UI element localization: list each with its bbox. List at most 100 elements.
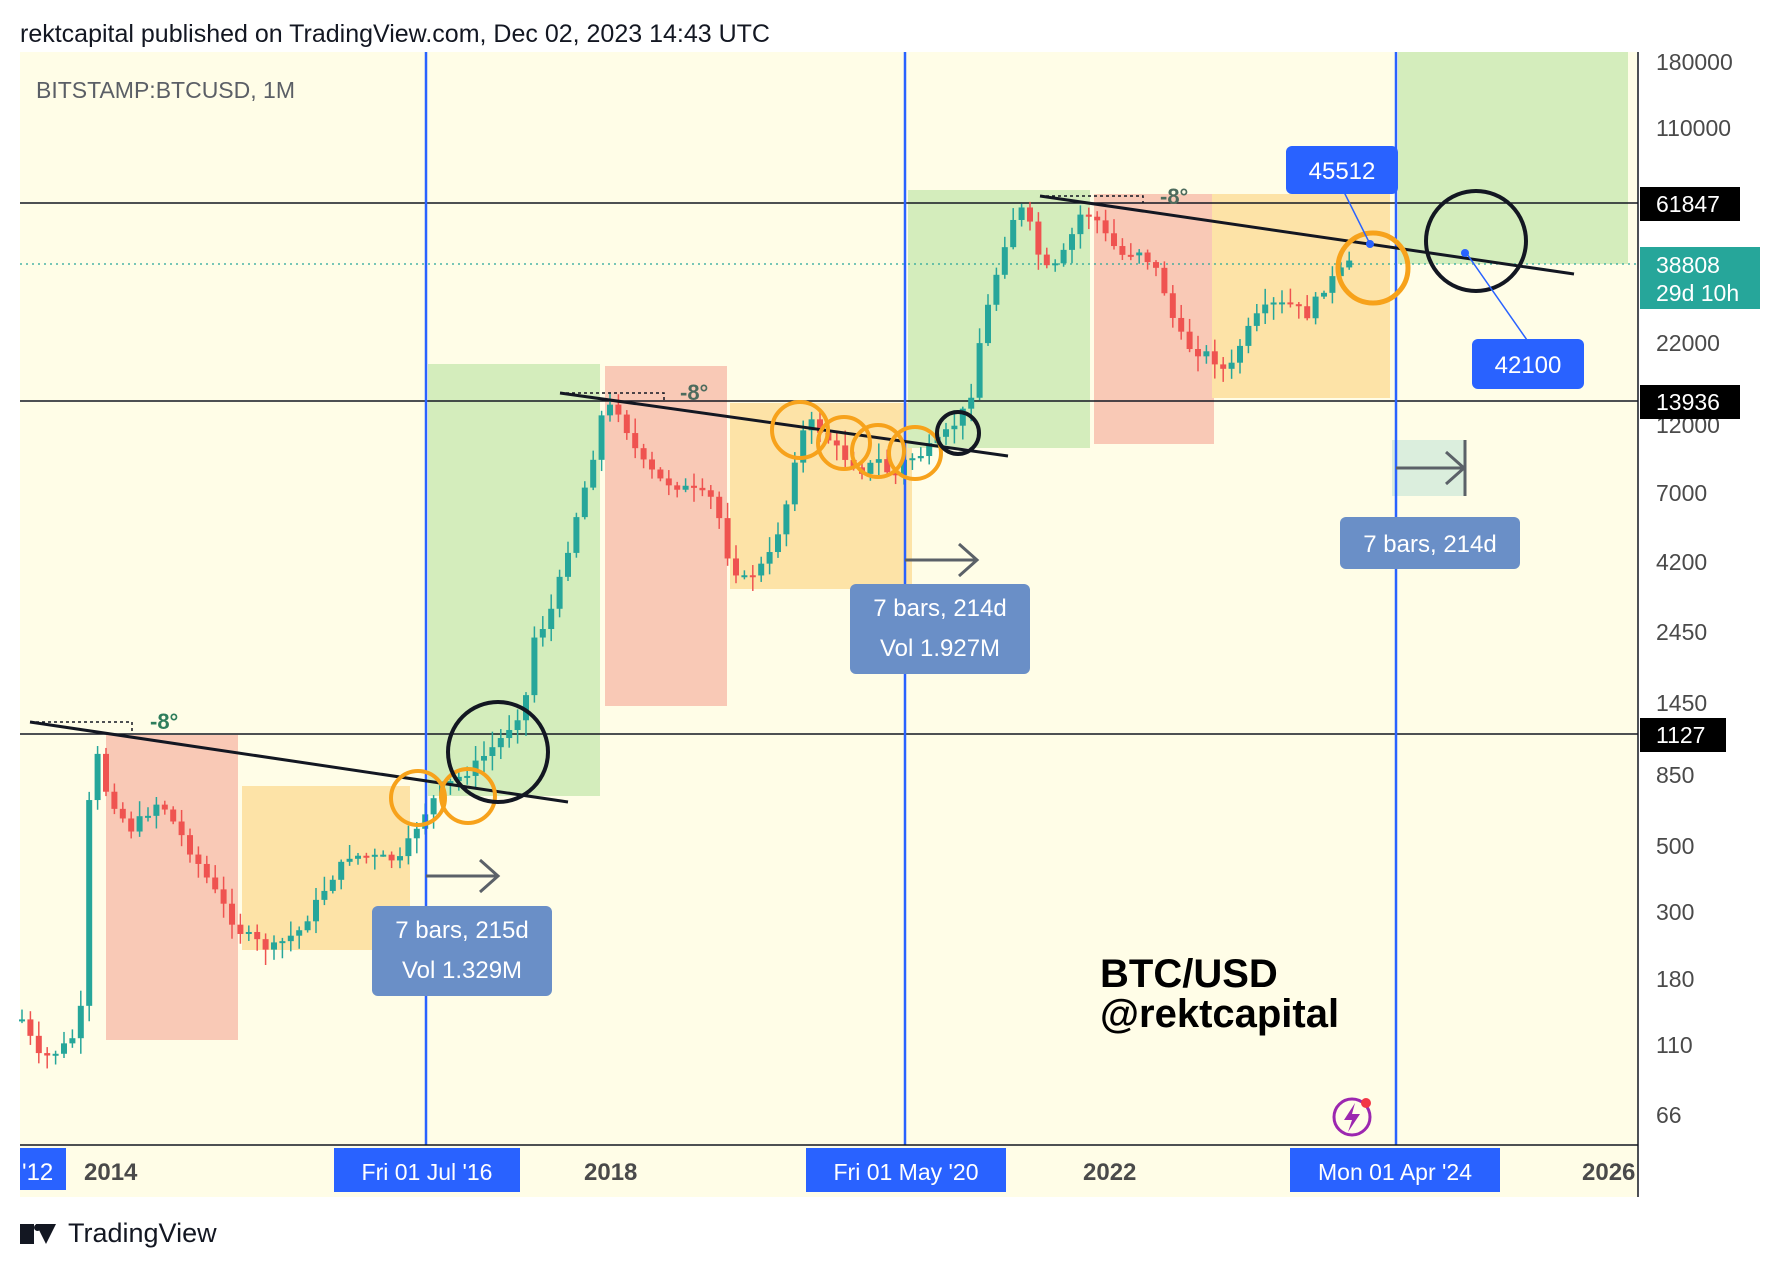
candle-body <box>590 459 597 488</box>
candle-body <box>481 755 487 761</box>
candle-body <box>691 485 697 488</box>
candle-body <box>388 854 395 861</box>
candle-body <box>1018 207 1025 220</box>
level-badge <box>1640 187 1740 221</box>
y-tick-label: 66 <box>1656 1102 1682 1128</box>
candle-body <box>993 274 1000 305</box>
range-bars: 7 bars, 214d <box>873 595 1006 622</box>
bear-zone-2018 <box>605 366 727 706</box>
orange-circle <box>850 423 906 479</box>
candle-body <box>1111 233 1117 247</box>
candle-body <box>355 855 361 859</box>
candle-body <box>884 459 891 473</box>
candle-body <box>783 504 790 535</box>
candle-body <box>1312 296 1319 319</box>
candle-body <box>800 430 807 463</box>
y-tick-label: 4200 <box>1656 549 1707 575</box>
candle-body <box>27 1019 34 1036</box>
candle-body <box>430 798 437 815</box>
candle-body <box>514 720 521 730</box>
candle-body <box>346 858 353 862</box>
candle-body <box>1178 317 1185 332</box>
candle-body <box>145 815 151 818</box>
candle-body <box>1287 302 1294 305</box>
candle-body <box>229 903 235 925</box>
candle-body <box>380 854 387 857</box>
candle-body <box>1245 325 1252 346</box>
candle-body <box>649 459 655 470</box>
candle-body <box>35 1035 42 1054</box>
level-label-61847: 61847 <box>1656 191 1720 217</box>
candle-body <box>1001 247 1008 275</box>
candle-body <box>304 921 311 931</box>
candle-body <box>69 1038 76 1044</box>
halving-label-2020[interactable]: Fri 01 May '20 <box>806 1148 1006 1192</box>
angle-label-2021: -8° <box>1160 184 1188 209</box>
candle-body <box>539 629 546 638</box>
range-box-bg <box>850 584 1030 674</box>
candle-body <box>674 485 681 490</box>
candle-body <box>943 429 949 437</box>
callout-box <box>1286 146 1398 194</box>
orange-circle <box>389 769 447 827</box>
range-box-2020[interactable]: 7 bars, 214d Vol 1.927M <box>850 584 1030 674</box>
candle-body <box>1186 331 1193 350</box>
accumulation-zone-2023 <box>1212 194 1390 398</box>
candle-body <box>237 924 244 934</box>
candle-body <box>1069 234 1075 250</box>
projected-bull-zone <box>1398 52 1628 264</box>
level-badge <box>1640 718 1726 752</box>
candle-body <box>1077 214 1084 235</box>
candle-body <box>791 462 798 505</box>
candle-body <box>741 575 748 578</box>
candle-body <box>296 930 303 936</box>
candle-body <box>220 889 227 904</box>
y-tick-label: 500 <box>1656 833 1694 859</box>
candle-body <box>1237 345 1243 363</box>
candle-body <box>733 558 739 576</box>
candle-body <box>716 496 723 519</box>
halving-label-2024[interactable]: Mon 01 Apr '24 <box>1290 1148 1500 1192</box>
range-box-2024[interactable]: 7 bars, 214d <box>1340 517 1520 569</box>
x-tick-label: 2022 <box>1083 1159 1136 1186</box>
candle-body <box>161 804 168 810</box>
arrow-head-2016 <box>479 858 501 894</box>
candle-body <box>842 445 849 460</box>
y-tick-label: 110000 <box>1656 115 1731 141</box>
halving-label-text: Fri 01 May '20 <box>834 1159 979 1185</box>
halving-label-2016[interactable]: Fri 01 Jul '16 <box>334 1148 520 1192</box>
range-bars: 7 bars, 215d <box>395 917 528 944</box>
range-arrows <box>426 440 1467 894</box>
range-box-2016[interactable]: 7 bars, 215d Vol 1.329M <box>372 906 552 996</box>
range-bars: 7 bars, 214d <box>1363 531 1496 558</box>
callout-42100[interactable]: 42100 <box>1472 339 1584 389</box>
trendline-2018 <box>559 391 1009 458</box>
candle-body <box>724 518 731 559</box>
candle-body <box>581 487 588 518</box>
y-tick-label: 850 <box>1656 762 1694 788</box>
lightning-icon[interactable] <box>1332 1097 1372 1137</box>
candle-body <box>195 854 202 864</box>
candle-body <box>766 552 773 564</box>
range-volume: Vol 1.329M <box>402 957 522 984</box>
candle-body <box>623 414 630 434</box>
tradingview-footer[interactable]: TradingView <box>20 1218 217 1249</box>
candle-body <box>262 939 269 950</box>
trendline-2021 <box>1039 194 1575 276</box>
tradingview-brand: TradingView <box>68 1218 217 1248</box>
candle-body <box>1144 252 1151 263</box>
candle-body <box>212 877 219 890</box>
candle-body <box>44 1053 51 1056</box>
callout-45512[interactable]: 45512 <box>1286 146 1398 194</box>
angle-guide-2018 <box>560 392 665 401</box>
price-axis-ticks: 1800001100002200012000700042002450145085… <box>1656 49 1733 1128</box>
candle-body <box>1052 263 1059 266</box>
x-tick-label: '12 <box>22 1159 53 1186</box>
candle-body <box>749 575 756 578</box>
candle-body <box>808 419 815 431</box>
candle-body <box>657 469 664 479</box>
halving-label-bg <box>334 1148 520 1192</box>
candle-body <box>1195 349 1201 357</box>
